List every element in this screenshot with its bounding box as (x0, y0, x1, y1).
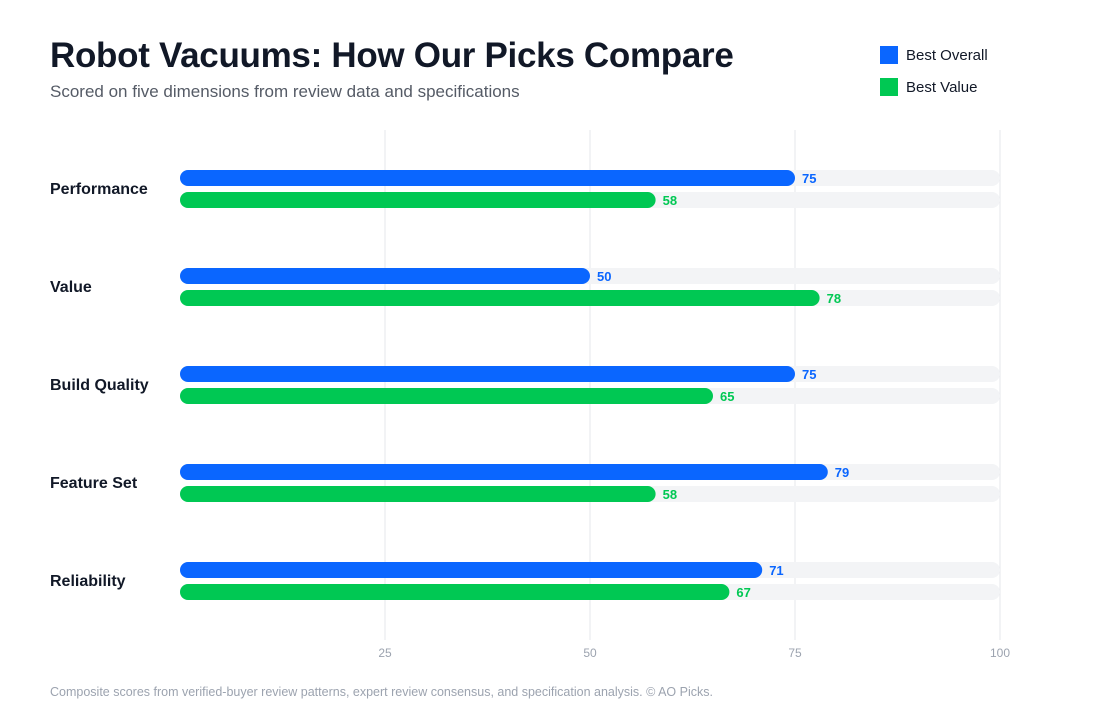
x-tick-label-25: 25 (378, 646, 392, 660)
legend-label-best-overall: Best Overall (906, 46, 988, 64)
data-label-feature-set-best-overall: 79 (835, 465, 849, 480)
legend-item-best-overall: Best Overall (880, 45, 988, 65)
data-label-value-best-overall: 50 (597, 269, 611, 284)
bar-build-quality-best-overall (180, 366, 795, 382)
data-label-build-quality-best-value: 65 (720, 389, 734, 404)
bar-reliability-best-overall (180, 562, 763, 578)
category-label-performance: Performance (50, 181, 148, 198)
data-label-reliability-best-overall: 71 (769, 563, 783, 578)
data-label-build-quality-best-overall: 75 (802, 367, 816, 382)
legend-swatch-best-overall (880, 46, 898, 64)
bar-feature-set-best-overall (180, 464, 828, 480)
bar-performance-best-overall (180, 170, 795, 186)
chart-title: Robot Vacuums: How Our Picks Compare (50, 36, 734, 75)
category-label-build-quality: Build Quality (50, 377, 149, 394)
legend-swatch-best-value (880, 78, 898, 96)
data-label-feature-set-best-value: 58 (663, 487, 677, 502)
bar-value-best-overall (180, 268, 590, 284)
bar-build-quality-best-value (180, 388, 713, 404)
bar-chart: 25 50 75 100 Performance 75 58 Value 50 78 Build Q… (50, 130, 1010, 660)
legend-item-best-value: Best Value (880, 77, 988, 97)
data-label-performance-best-value: 58 (663, 193, 677, 208)
bar-feature-set-best-value (180, 486, 656, 502)
x-tick-label-75: 75 (788, 646, 802, 660)
chart-subtitle: Scored on five dimensions from review da… (50, 82, 520, 101)
category-label-value: Value (50, 279, 92, 296)
category-label-reliability: Reliability (50, 573, 126, 590)
footer-note: Composite scores from verified-buyer rev… (50, 685, 713, 699)
bar-value-best-value (180, 290, 820, 306)
data-label-value-best-value: 78 (827, 291, 841, 306)
bar-performance-best-value (180, 192, 656, 208)
legend: Best Overall Best Value (880, 45, 988, 109)
bar-reliability-best-value (180, 584, 730, 600)
x-tick-label-100: 100 (990, 646, 1010, 660)
data-label-reliability-best-value: 67 (736, 585, 750, 600)
data-label-performance-best-overall: 75 (802, 171, 816, 186)
category-label-feature-set: Feature Set (50, 475, 138, 492)
x-tick-label-50: 50 (583, 646, 597, 660)
legend-label-best-value: Best Value (906, 78, 978, 96)
